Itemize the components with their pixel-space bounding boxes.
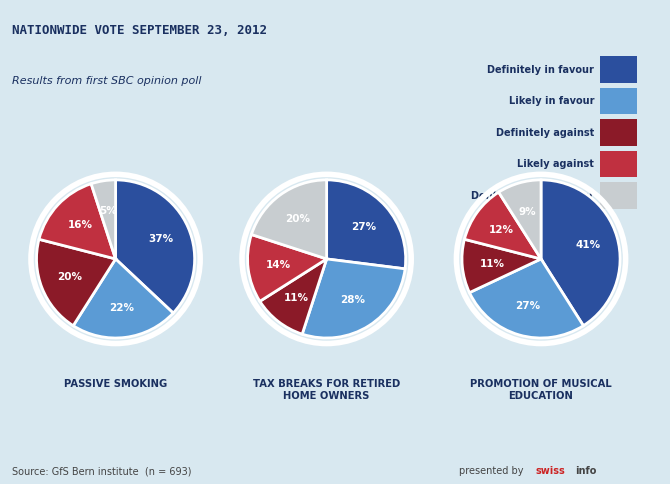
Text: swiss: swiss: [536, 466, 565, 476]
Text: NATIONWIDE VOTE SEPTEMBER 23, 2012: NATIONWIDE VOTE SEPTEMBER 23, 2012: [12, 24, 267, 37]
Wedge shape: [115, 180, 194, 313]
FancyBboxPatch shape: [600, 182, 636, 209]
Text: 12%: 12%: [489, 225, 514, 235]
Wedge shape: [73, 259, 174, 338]
FancyBboxPatch shape: [600, 88, 636, 114]
Text: Source: GfS Bern institute  (n = 693): Source: GfS Bern institute (n = 693): [12, 466, 192, 476]
Text: 27%: 27%: [351, 222, 376, 231]
Wedge shape: [541, 180, 620, 326]
Wedge shape: [39, 184, 116, 259]
Wedge shape: [326, 180, 405, 269]
Wedge shape: [498, 180, 541, 259]
Wedge shape: [91, 180, 116, 259]
Text: 22%: 22%: [109, 302, 134, 313]
Text: Definitely in favour: Definitely in favour: [487, 64, 594, 75]
Text: PROMOTION OF MUSICAL
EDUCATION: PROMOTION OF MUSICAL EDUCATION: [470, 379, 612, 401]
FancyBboxPatch shape: [600, 56, 636, 83]
Text: Likely in favour: Likely in favour: [509, 96, 594, 106]
Wedge shape: [302, 259, 405, 338]
Text: Results from first SBC opinion poll: Results from first SBC opinion poll: [12, 76, 202, 86]
Text: 27%: 27%: [515, 301, 540, 311]
Text: 37%: 37%: [148, 234, 173, 244]
Text: 20%: 20%: [285, 214, 310, 224]
Text: 20%: 20%: [58, 272, 82, 282]
Text: 41%: 41%: [576, 240, 601, 250]
FancyBboxPatch shape: [600, 119, 636, 146]
Text: 14%: 14%: [265, 260, 291, 270]
FancyBboxPatch shape: [600, 151, 636, 178]
Text: 11%: 11%: [480, 258, 505, 269]
Text: presented by: presented by: [459, 466, 527, 476]
Wedge shape: [462, 239, 541, 293]
Text: 9%: 9%: [519, 207, 536, 217]
Wedge shape: [37, 239, 116, 326]
Text: 5%: 5%: [99, 206, 117, 215]
Text: Don’t know/no answer: Don’t know/no answer: [472, 191, 594, 200]
Wedge shape: [260, 259, 327, 334]
Text: Likely against: Likely against: [517, 159, 594, 169]
Wedge shape: [251, 180, 327, 259]
Text: info: info: [575, 466, 596, 476]
Wedge shape: [248, 235, 327, 302]
Text: PASSIVE SMOKING: PASSIVE SMOKING: [64, 379, 168, 389]
Wedge shape: [470, 259, 584, 338]
Text: TAX BREAKS FOR RETIRED
HOME OWNERS: TAX BREAKS FOR RETIRED HOME OWNERS: [253, 379, 400, 401]
Wedge shape: [464, 192, 541, 259]
Text: 28%: 28%: [340, 295, 365, 305]
Text: Definitely against: Definitely against: [496, 128, 594, 137]
Text: 11%: 11%: [284, 293, 309, 302]
Text: 16%: 16%: [68, 220, 92, 230]
